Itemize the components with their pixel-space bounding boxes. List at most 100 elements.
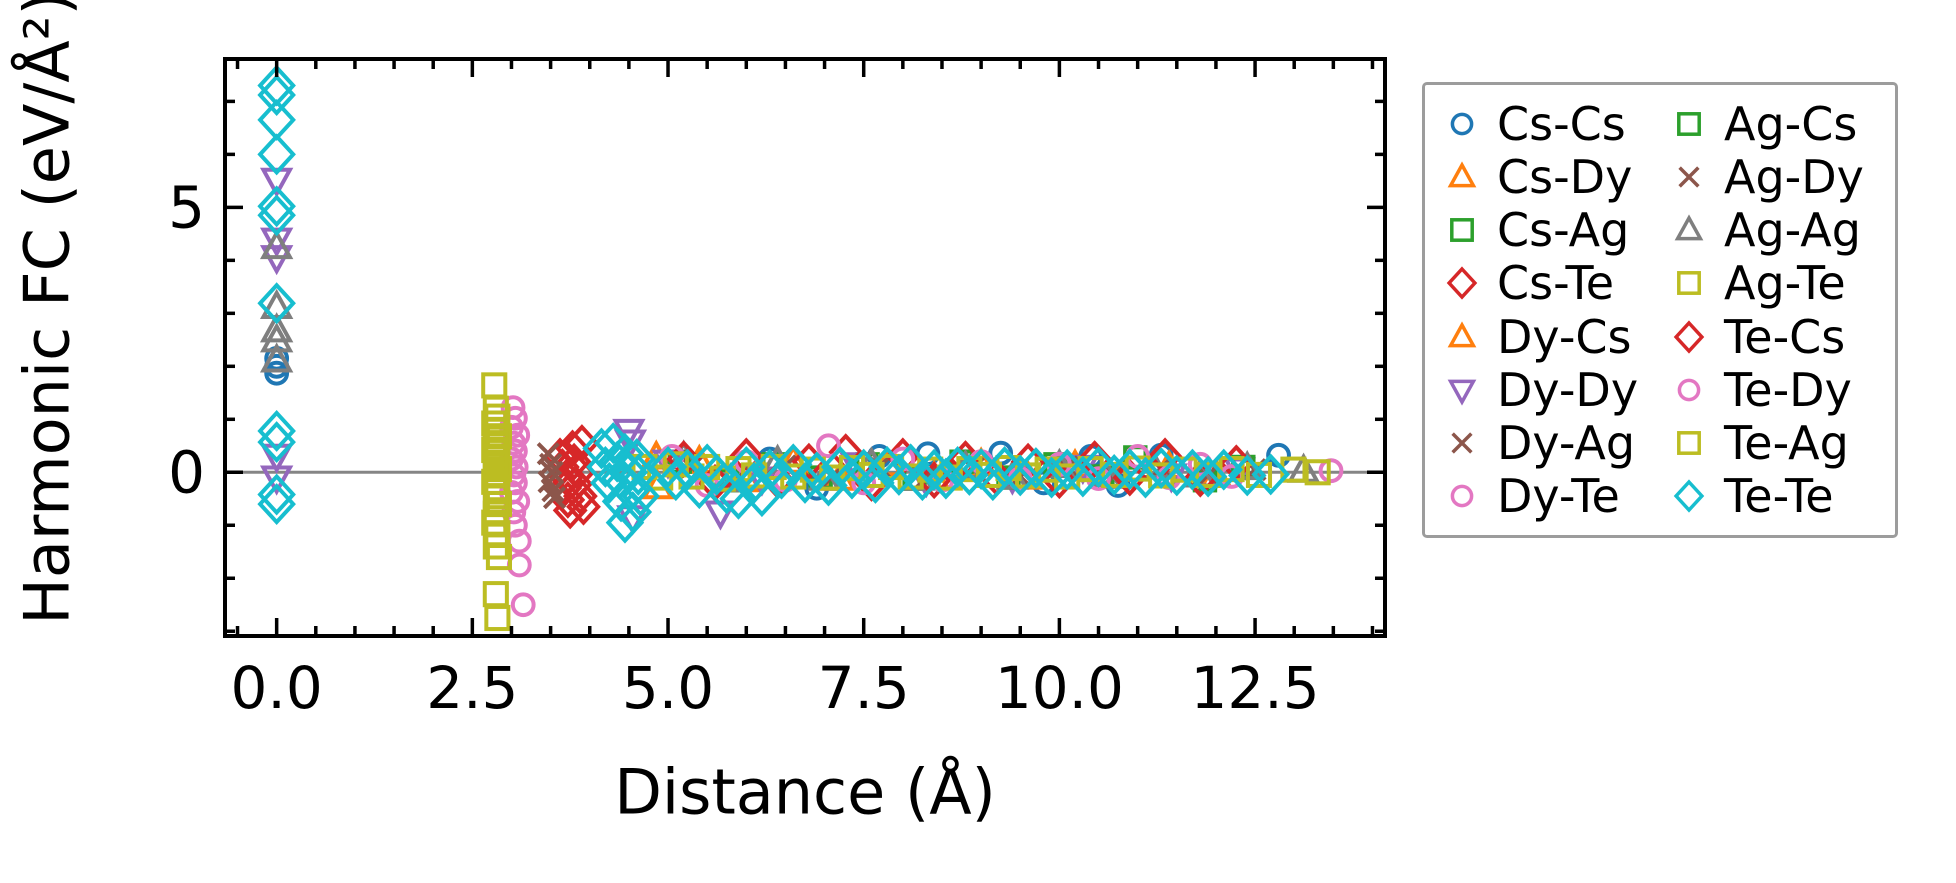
- legend-label: Te-Cs: [1724, 309, 1846, 364]
- legend-marker: [1433, 421, 1491, 465]
- legend-entry: Dy-Ag: [1433, 417, 1660, 470]
- diamond-marker-icon: [727, 446, 766, 488]
- diamond-marker-icon: [1251, 453, 1290, 496]
- square-marker-icon: [647, 464, 674, 491]
- square-marker-icon: [1304, 459, 1331, 486]
- legend-entry: Dy-Cs: [1433, 310, 1660, 363]
- circle-marker-icon: [510, 592, 536, 618]
- square-marker-icon: [838, 454, 866, 482]
- legend-x-icon: [1678, 166, 1700, 188]
- triangle-down-marker-icon: [259, 465, 294, 496]
- square-marker-icon: [484, 403, 511, 430]
- square-icon: [1677, 111, 1701, 136]
- triangle-up-marker-icon: [259, 312, 294, 343]
- legend-entry: Cs-Ag: [1433, 204, 1660, 257]
- square-marker-icon: [481, 372, 508, 399]
- diamond-marker-icon: [1032, 456, 1071, 499]
- circle-icon: [1677, 378, 1701, 402]
- legend-entry: Cs-Cs: [1433, 97, 1660, 150]
- legend-square-icon: [1677, 431, 1701, 456]
- y-tick-label: 5: [168, 173, 205, 241]
- diamond-marker-icon: [656, 459, 696, 502]
- legend-label: Ag-Ag: [1724, 203, 1861, 258]
- diamond-marker-icon: [1188, 455, 1228, 498]
- triangle-up-icon: [1447, 161, 1477, 188]
- legend-marker: [1433, 315, 1491, 359]
- square-marker-icon: [485, 544, 513, 571]
- diamond-marker-icon: [1126, 456, 1165, 499]
- circle-marker-icon: [1318, 458, 1344, 484]
- legend-square-icon: [1677, 111, 1701, 136]
- diamond-marker-icon: [680, 467, 719, 510]
- legend-diamond-icon: [1673, 479, 1705, 513]
- legend-marker: [1660, 261, 1718, 305]
- legend-marker: [1433, 261, 1491, 305]
- diamond-marker-icon: [1112, 458, 1148, 497]
- legend-label: Cs-Dy: [1497, 149, 1633, 204]
- diamond-marker-icon: [621, 475, 660, 518]
- triangle-down-marker-icon: [259, 443, 294, 474]
- diamond-marker-icon: [257, 483, 296, 526]
- legend-marker: [1433, 474, 1491, 518]
- diamond-marker-icon: [785, 461, 825, 504]
- legend-marker: [1433, 368, 1491, 412]
- square-marker-icon: [482, 581, 509, 608]
- legend-marker: [1660, 155, 1718, 199]
- diamond-marker-icon: [564, 424, 600, 463]
- diamond-marker-icon: [879, 453, 919, 496]
- axes-frame: [223, 57, 1387, 638]
- legend-label: Dy-Cs: [1497, 309, 1632, 364]
- square-icon: [1677, 431, 1701, 456]
- legend-label: Ag-Cs: [1724, 96, 1858, 151]
- triangle-up-marker-icon: [259, 228, 294, 260]
- diamond-marker-icon: [1157, 454, 1197, 497]
- triangle-up-icon: [1674, 214, 1704, 241]
- diamond-icon: [1446, 266, 1478, 300]
- diamond-marker-icon: [257, 282, 296, 325]
- square-icon: [1677, 271, 1701, 296]
- diamond-marker-icon: [762, 457, 801, 500]
- diamond-icon: [1673, 320, 1705, 354]
- diamond-marker-icon: [1000, 454, 1040, 497]
- legend-entry: Ag-Dy: [1660, 150, 1887, 203]
- diamond-marker-icon: [1094, 453, 1134, 496]
- x-tick-label: 10.0: [995, 654, 1124, 722]
- legend-entry: Ag-Ag: [1660, 204, 1887, 257]
- diamond-marker-icon: [832, 457, 872, 500]
- legend-marker: [1660, 208, 1718, 252]
- triangle-down-icon: [1447, 379, 1477, 406]
- y-tick-label: 0: [168, 438, 205, 506]
- legend-label: Dy-Dy: [1497, 362, 1639, 417]
- diamond-marker-icon: [611, 469, 650, 512]
- legend-square-icon: [1450, 218, 1474, 243]
- diamond-marker-icon: [809, 464, 848, 507]
- square-marker-icon: [1245, 461, 1273, 488]
- diamond-marker-icon: [605, 501, 645, 544]
- diamond-marker-icon: [1063, 455, 1103, 498]
- diamond-marker-icon: [668, 448, 707, 491]
- x-axis-label: Distance (Å): [614, 755, 996, 829]
- legend-entry: Ag-Te: [1660, 257, 1887, 310]
- series-te-te: [257, 64, 1290, 544]
- legend-label: Te-Dy: [1724, 362, 1852, 417]
- diamond-marker-icon: [566, 487, 601, 526]
- legend-entry: Te-Cs: [1660, 310, 1887, 363]
- legend-entry: Dy-Te: [1433, 470, 1660, 523]
- legend-entry: Te-Te: [1660, 470, 1887, 523]
- legend-diamond-icon: [1673, 320, 1705, 354]
- legend-marker: [1433, 155, 1491, 199]
- legend-triangle-up-icon: [1674, 214, 1704, 241]
- legend-column: Cs-Cs Cs-Dy Cs-Ag Cs-Te Dy-Cs Dy-Dy Dy-Ag Dy-Te: [1433, 97, 1660, 523]
- legend-entry: Te-Dy: [1660, 363, 1887, 416]
- legend-square-icon: [1677, 271, 1701, 296]
- series-dy-ag: [536, 442, 567, 510]
- legend-triangle-up-icon: [1447, 161, 1477, 188]
- diamond-icon: [1673, 479, 1705, 513]
- x-tick-label: 2.5: [426, 654, 518, 722]
- square-icon: [1450, 218, 1474, 243]
- legend-label: Cs-Cs: [1497, 96, 1626, 151]
- legend-entry: Te-Ag: [1660, 417, 1887, 470]
- legend-label: Ag-Dy: [1724, 149, 1864, 204]
- diamond-marker-icon: [617, 438, 656, 480]
